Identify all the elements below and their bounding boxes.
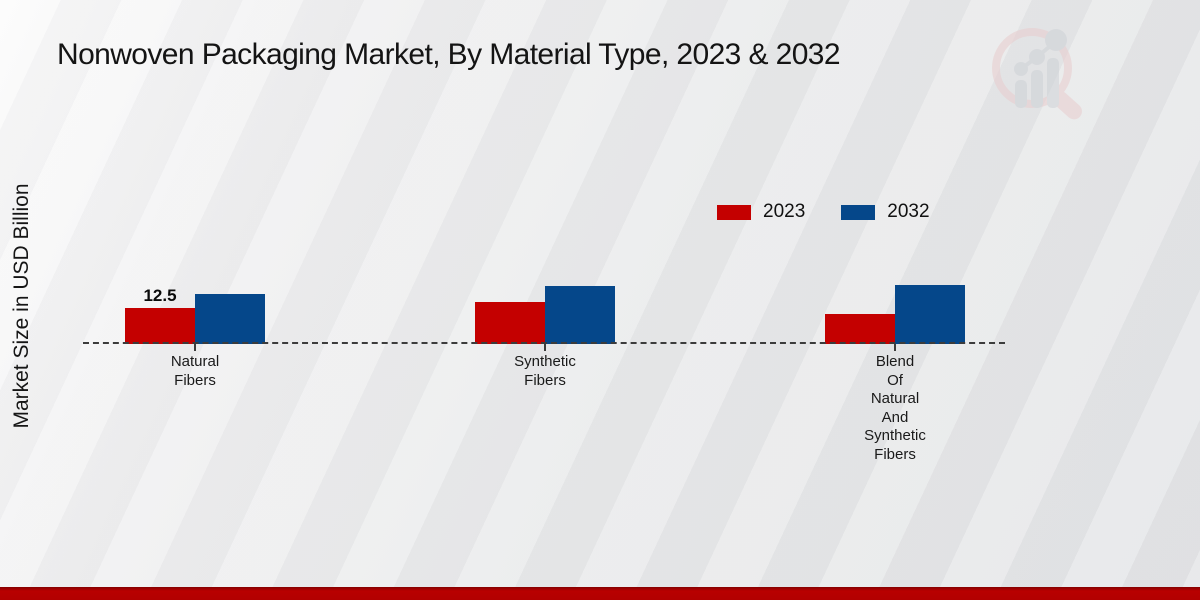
category-label-natural-fibers: Natural Fibers — [170, 353, 220, 389]
legend-item-2023: 2023 — [717, 201, 805, 223]
bar-synthetic-fibers-2023 — [475, 302, 545, 344]
legend: 2023 2032 — [717, 201, 930, 223]
bar-natural-fibers-2032 — [195, 294, 265, 344]
bar-value-label-12-5: 12.5 — [143, 286, 177, 305]
category-label-blend-fibers: Blend Of Natural And Synthetic Fibers — [864, 353, 926, 463]
y-axis-label: Market Size in USD Billion — [10, 183, 33, 429]
bar-natural-fibers-2023 — [125, 308, 195, 344]
x-axis-tick-blend-fibers — [894, 344, 896, 351]
legend-swatch-2023 — [717, 204, 751, 220]
bar-group-blend-fibers — [825, 0, 965, 344]
x-axis-tick-synthetic-fibers — [544, 344, 546, 351]
legend-label-2032: 2032 — [887, 201, 930, 222]
legend-swatch-2032 — [841, 204, 876, 220]
x-axis-tick-natural-fibers — [194, 344, 196, 351]
legend-label-2023: 2023 — [763, 201, 806, 222]
chart-title: Nonwoven Packaging Market, By Material T… — [57, 38, 841, 71]
bar-blend-fibers-2032 — [895, 285, 965, 344]
bar-group-synthetic-fibers — [475, 0, 615, 344]
x-axis-dashed-baseline — [83, 342, 1005, 344]
bar-blend-fibers-2023 — [825, 314, 895, 344]
bottom-red-strip — [0, 587, 1200, 600]
bar-synthetic-fibers-2032 — [545, 286, 615, 344]
magnifier-bar-chart-logo-icon — [992, 28, 1082, 120]
category-label-synthetic-fibers: Synthetic Fibers — [514, 353, 576, 389]
legend-item-2032: 2032 — [841, 201, 930, 223]
bar-group-natural-fibers — [125, 0, 265, 344]
